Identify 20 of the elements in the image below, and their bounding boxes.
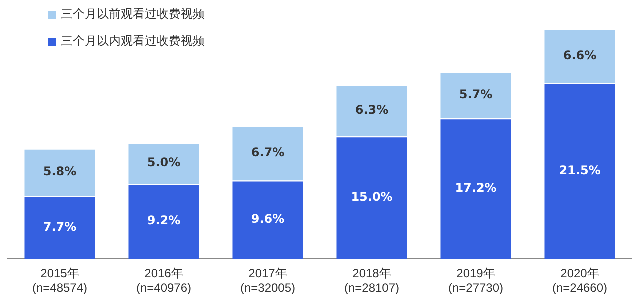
data-label: 17.2% [455, 181, 497, 196]
x-tick-label: 2018年 (n=28107) [344, 266, 400, 296]
data-label: 6.3% [355, 102, 389, 117]
data-label: 9.2% [147, 214, 181, 228]
data-label: 5.8% [43, 164, 77, 179]
x-tick-label: 2015年 (n=48574) [32, 266, 88, 296]
data-label: 5.7% [459, 87, 493, 102]
data-label: 7.7% [43, 220, 77, 234]
legend-label: 三个月以内观看过收费视频 [61, 33, 205, 50]
x-tick-label: 2019年 (n=27730) [448, 266, 504, 296]
data-label: 21.5% [559, 163, 601, 178]
x-tick-label: 2017年 (n=32005) [240, 266, 296, 296]
data-label: 15.0% [351, 190, 393, 204]
legend-label: 三个月以前观看过收费视频 [61, 6, 205, 23]
x-tick-label: 2020年 (n=24660) [552, 266, 608, 296]
data-label: 9.6% [251, 212, 285, 226]
data-label: 6.6% [563, 48, 597, 63]
data-label: 5.0% [147, 156, 181, 170]
data-label: 6.7% [251, 145, 285, 160]
x-tick-label: 2016年 (n=40976) [136, 266, 192, 296]
